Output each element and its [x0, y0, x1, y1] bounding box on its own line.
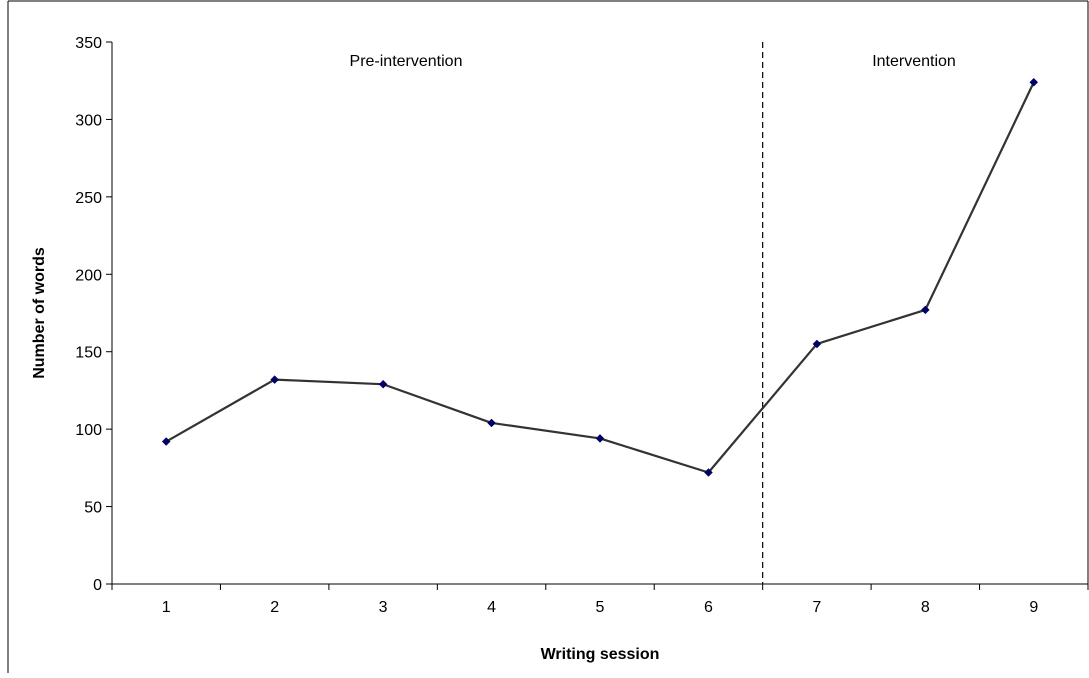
series-line: [165, 81, 1035, 474]
y-tick-label: 50: [84, 500, 102, 517]
x-tick-label: 7: [812, 599, 821, 616]
data-point: [270, 375, 280, 384]
data-point: [161, 437, 171, 446]
data-point: [920, 305, 930, 315]
y-tick-label: 350: [75, 35, 102, 52]
y-tick-label: 0: [93, 577, 102, 594]
labels: 0 50 100 150 200 250 300 350 1 2 3 4 5 6 7 8 9: [75, 35, 1038, 616]
x-tick-label: 8: [921, 599, 930, 616]
data-point: [1029, 77, 1039, 87]
x-tick-label: 2: [270, 599, 279, 616]
annotation-pre-intervention: Pre-intervention: [350, 53, 463, 70]
y-tick-label: 250: [75, 190, 102, 207]
y-tick-label: 200: [75, 267, 102, 284]
y-tick-label: 100: [75, 422, 102, 439]
x-tick-label: 3: [379, 599, 388, 616]
y-tick-label: 150: [75, 345, 102, 362]
data-point: [378, 379, 388, 389]
x-tick-label: 1: [162, 599, 171, 616]
data-point: [487, 418, 496, 428]
data-point: [595, 434, 605, 443]
data-point: [704, 468, 713, 477]
x-axis-title: Writing session: [541, 646, 660, 663]
axes: [106, 41, 1089, 590]
x-tick-label: 4: [487, 599, 496, 616]
y-tick-label: 300: [75, 112, 102, 129]
series: [161, 77, 1039, 477]
x-tick-label: 6: [704, 599, 713, 616]
x-tick-label: 9: [1029, 599, 1038, 616]
x-tick-label: 5: [596, 599, 605, 616]
y-axis-title: Number of words: [31, 247, 48, 379]
annotation-intervention: Intervention: [872, 53, 956, 70]
data-point: [812, 339, 822, 349]
